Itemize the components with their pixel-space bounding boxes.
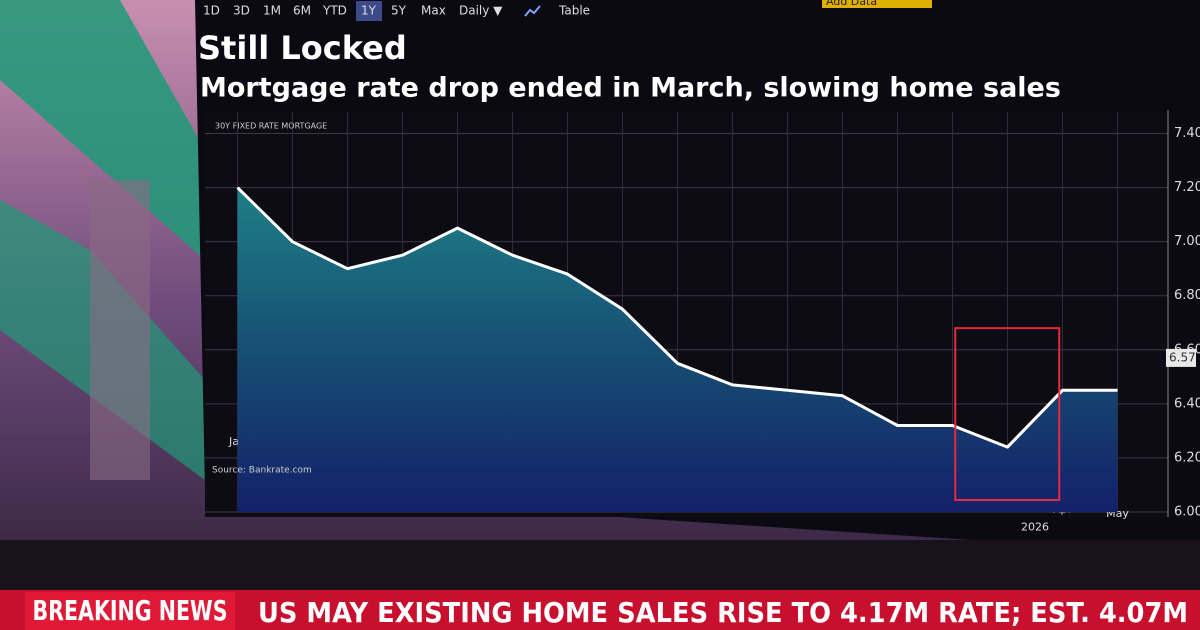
- chart-subtitle: Mortgage rate drop ended in March, slowi…: [200, 73, 1061, 104]
- building: [90, 180, 150, 480]
- toolbar-button[interactable]: 1D: [203, 4, 220, 18]
- last-value-label: 6.57: [1169, 350, 1196, 364]
- studio-stripe: [0, 0, 205, 260]
- line: [236, 186, 1118, 449]
- highlight-box: [954, 327, 1061, 502]
- headline: US MAY EXISTING HOME SALES RISE TO 4.17M…: [258, 596, 1188, 629]
- add-data-label[interactable]: Add Data: [826, 0, 877, 8]
- toolbar-button[interactable]: Max: [421, 4, 446, 18]
- plot: 6.006.206.406.606.807.007.207.40JanFebMa…: [205, 110, 1200, 533]
- toolbar-button[interactable]: 5Y: [391, 4, 407, 18]
- source-note: Source: Bankrate.com: [212, 466, 312, 476]
- breaking-tag: BREAKING NEWS: [33, 594, 228, 627]
- add-data-button[interactable]: [822, 0, 932, 8]
- y-tick-label: 6.40: [1174, 396, 1200, 411]
- toolbar: 1D 3D 1M 6M YTD 1Y 5Y Max Daily ▼ Table: [203, 1, 590, 21]
- toolbar-button[interactable]: 1Y: [361, 4, 377, 18]
- toolbar-button[interactable]: YTD: [322, 4, 347, 18]
- toolbar-button[interactable]: 3D: [233, 4, 250, 18]
- y-tick-label: 7.20: [1174, 180, 1200, 195]
- y-tick-label: 6.20: [1174, 450, 1200, 465]
- toolbar-active[interactable]: [356, 1, 382, 21]
- toolbar-button[interactable]: 1M: [263, 4, 281, 18]
- toolbar-button[interactable]: 6M: [293, 4, 311, 18]
- y-tick-label: 7.40: [1174, 126, 1200, 141]
- area: [237, 187, 1118, 512]
- legend-entry: 30Y FIXED RATE MORTGAGE: [215, 122, 327, 131]
- y-tick-label: 7.00: [1174, 234, 1200, 249]
- y-tick-label: 6.80: [1174, 288, 1200, 303]
- toolbar-button[interactable]: Daily ▼: [459, 4, 503, 18]
- year-label: 2026: [1021, 520, 1049, 533]
- breaking-tag-box: [25, 592, 235, 630]
- chart-type-icon[interactable]: [524, 5, 541, 17]
- last-value-tag: [1166, 348, 1196, 367]
- chart-title: Still Locked: [198, 29, 407, 67]
- toolbar-button[interactable]: Table: [558, 4, 590, 18]
- studio-floor: [0, 540, 1200, 590]
- y-tick-label: 6.00: [1174, 505, 1200, 520]
